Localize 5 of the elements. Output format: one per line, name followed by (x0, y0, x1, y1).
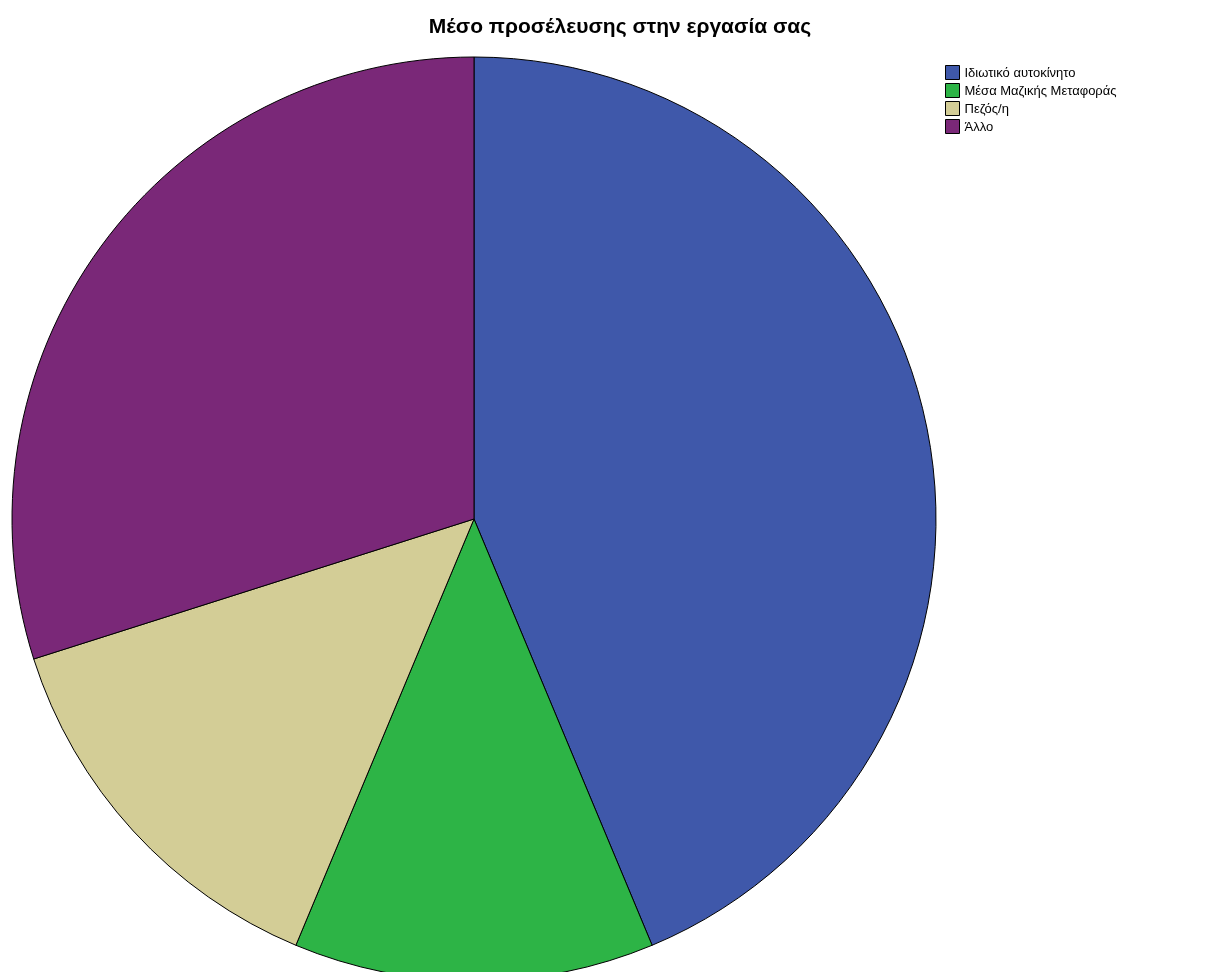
legend-label: Μέσα Μαζικής Μεταφοράς (964, 83, 1117, 98)
legend-label: Άλλο (964, 119, 994, 134)
chart-title: Μέσο προσέλευσης στην εργασία σας (428, 14, 812, 38)
legend-label: Πεζός/η (964, 101, 1009, 116)
legend-label: Ιδιωτικό αυτοκίνητο (964, 65, 1076, 80)
